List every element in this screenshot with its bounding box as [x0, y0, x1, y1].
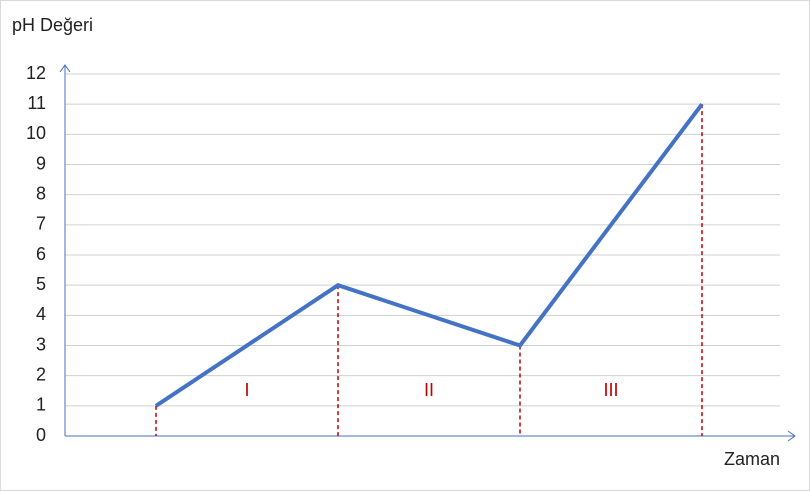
x-axis-title: Zaman — [724, 449, 780, 469]
y-tick-label: 11 — [27, 93, 46, 113]
y-tick-label: 1 — [36, 395, 46, 415]
y-tick-label: 4 — [36, 304, 46, 324]
y-tick-label: 3 — [36, 334, 46, 354]
y-tick-label: 2 — [36, 364, 46, 384]
region-label: III — [603, 380, 618, 400]
y-tick-label: 0 — [36, 425, 46, 445]
y-tick-label: 10 — [26, 123, 46, 143]
y-tick-label: 7 — [36, 214, 46, 234]
y-tick-label: 12 — [26, 63, 46, 83]
x-axis-arrow — [787, 430, 796, 442]
y-tick-label: 6 — [36, 244, 46, 264]
region-label: II — [424, 380, 434, 400]
y-axis-title: pH Değeri — [12, 15, 93, 35]
y-tick-label: 5 — [36, 274, 46, 294]
y-tick-label: 8 — [36, 183, 46, 203]
region-label: I — [244, 380, 249, 400]
data-line — [154, 102, 704, 408]
y-tick-label: 9 — [36, 153, 46, 173]
y-axis-arrow — [59, 64, 71, 73]
